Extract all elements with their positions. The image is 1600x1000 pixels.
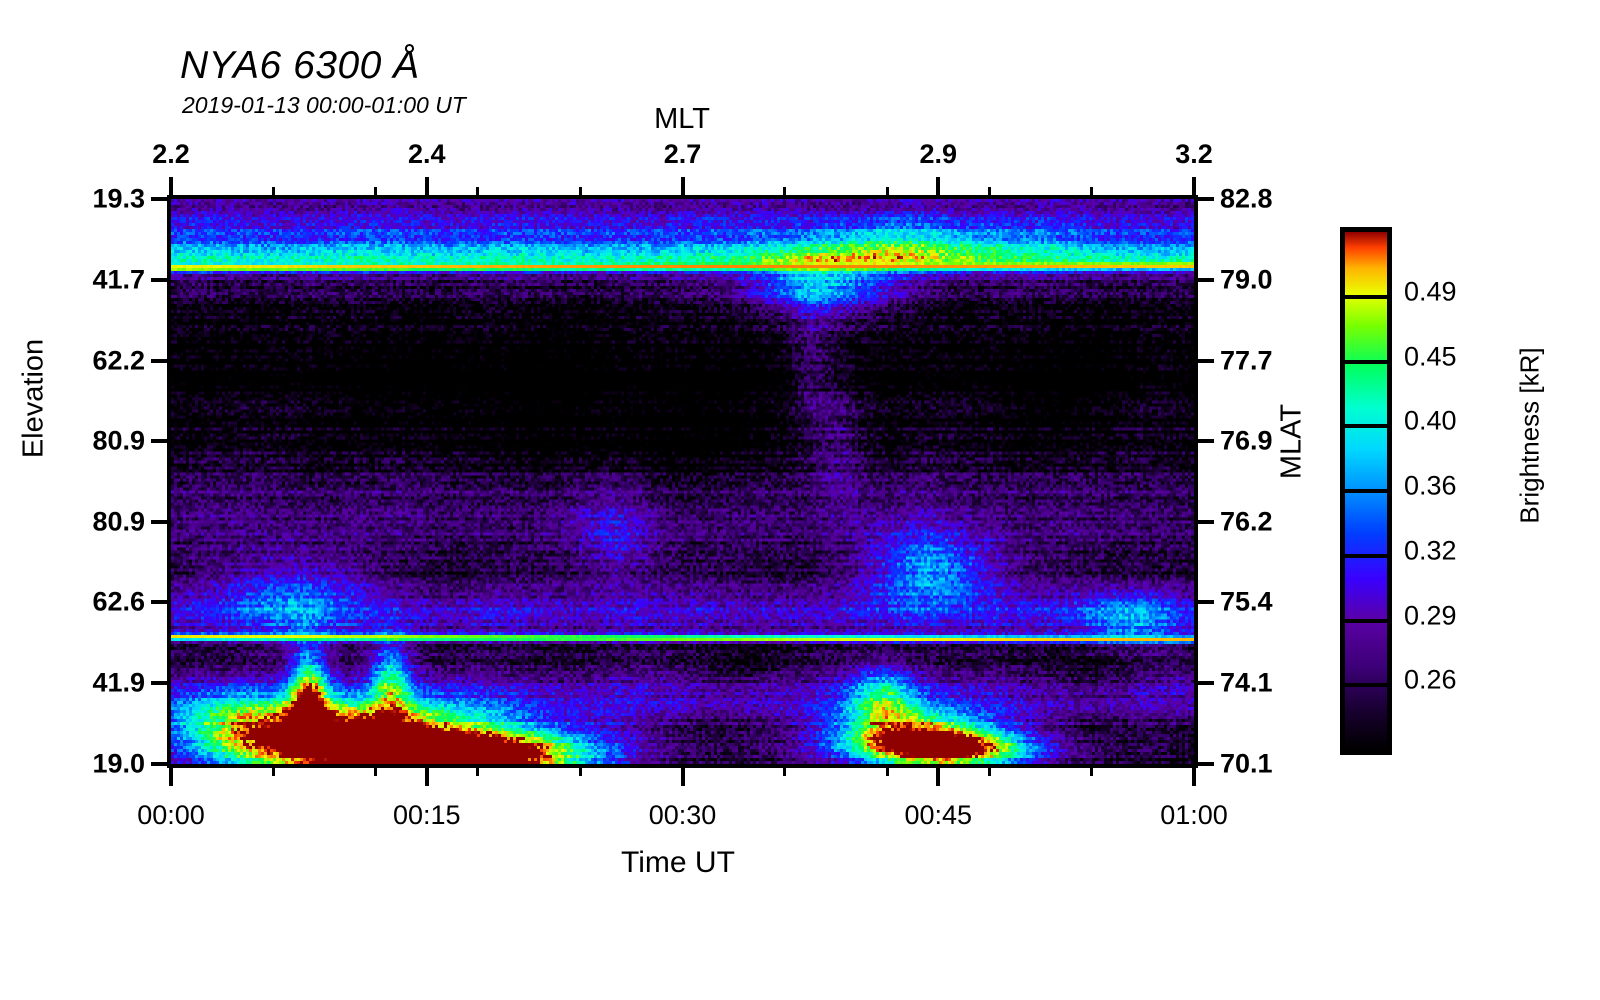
tickmark-mlt-minor xyxy=(1090,187,1094,199)
tick-label-mlat: 77.7 xyxy=(1220,345,1273,376)
tickmark-time-major xyxy=(936,764,941,786)
axis-title-time: Time UT xyxy=(0,846,1600,880)
axis-title-time-text: Time UT xyxy=(621,846,735,879)
tick-label-elevation: 62.2 xyxy=(92,345,145,376)
tick-label-brightness: 0.49 xyxy=(1404,276,1457,307)
tick-label-mlat: 79.0 xyxy=(1220,264,1273,295)
tickmark-mlat xyxy=(1194,197,1214,201)
tickmark-mlat xyxy=(1194,277,1214,282)
tick-label-mlat: 76.2 xyxy=(1220,506,1273,537)
tickmark-mlt-major xyxy=(424,177,429,199)
tickmark-mlt-major xyxy=(1192,177,1196,199)
tick-label-brightness: 0.26 xyxy=(1404,664,1457,695)
tickmark-mlt-minor xyxy=(374,187,378,199)
tick-label-brightness: 0.45 xyxy=(1404,341,1457,371)
tickmark-mlat xyxy=(1194,358,1214,363)
tick-label-elevation: 19.0 xyxy=(92,748,145,779)
tick-label-elevation: 41.7 xyxy=(92,264,145,295)
tickmark-time-minor xyxy=(987,764,991,776)
tick-label-mlat: 70.1 xyxy=(1220,748,1273,779)
tickmark-time-minor xyxy=(476,764,480,776)
colorbar-divider xyxy=(1345,359,1387,364)
page-title: NYA6 6300 Å xyxy=(180,44,420,87)
tickmark-elevation xyxy=(151,277,171,282)
tickmark-time-major xyxy=(169,764,173,786)
tickmark-elevation xyxy=(151,439,171,444)
colorbar-divider xyxy=(1345,424,1387,429)
tick-label-mlat: 82.8 xyxy=(1220,183,1273,214)
tickmark-mlat xyxy=(1194,600,1214,605)
tick-label-mlt: 2.4 xyxy=(407,139,446,169)
tickmark-time-major xyxy=(680,764,685,786)
tickmark-time-minor xyxy=(1090,764,1094,776)
tickmark-time-minor xyxy=(578,764,582,776)
tickmark-mlt-minor xyxy=(885,187,889,199)
tickmark-mlat xyxy=(1194,681,1214,686)
tickmark-mlt-minor xyxy=(783,187,787,199)
axis-title-brightness: Brightness [kR] xyxy=(1514,347,1545,524)
tickmark-time-major xyxy=(424,764,429,786)
tick-label-mlt: 2.7 xyxy=(663,139,702,169)
tick-label-elevation: 80.9 xyxy=(92,506,145,537)
tickmark-elevation xyxy=(151,519,171,524)
tickmark-elevation xyxy=(151,358,171,363)
tickmark-mlt-minor xyxy=(987,187,991,199)
tickmark-time-minor xyxy=(783,764,787,776)
tickmark-mlt-minor xyxy=(271,187,275,199)
tick-label-elevation: 19.3 xyxy=(92,183,145,214)
tickmark-mlat xyxy=(1194,439,1214,444)
tickmark-time-minor xyxy=(271,764,275,776)
tick-label-brightness: 0.36 xyxy=(1404,470,1457,501)
tickmark-mlat xyxy=(1194,762,1214,766)
tickmark-time-minor xyxy=(374,764,378,776)
keogram-image xyxy=(171,199,1194,764)
colorbar xyxy=(1340,227,1392,755)
tick-label-time: 00:15 xyxy=(392,800,461,830)
tick-label-time: 00:30 xyxy=(648,800,717,830)
tick-label-time: 01:00 xyxy=(1160,800,1228,830)
tick-label-brightness: 0.32 xyxy=(1404,535,1457,566)
keogram-plot-area xyxy=(167,195,1198,768)
tickmark-mlt-major xyxy=(169,177,173,199)
tick-label-time: 00:00 xyxy=(137,800,205,830)
tickmark-time-major xyxy=(1192,764,1196,786)
axis-title-mlt-text: MLT xyxy=(654,103,710,135)
tick-label-mlat: 74.1 xyxy=(1220,667,1273,698)
colorbar-divider xyxy=(1345,553,1387,558)
tick-label-mlat: 76.9 xyxy=(1220,425,1273,456)
tickmark-mlt-minor xyxy=(578,187,582,199)
colorbar-divider xyxy=(1345,618,1387,623)
tick-label-mlt: 2.9 xyxy=(919,139,958,169)
axis-title-elevation: Elevation xyxy=(17,338,50,459)
tickmark-mlat xyxy=(1194,519,1214,524)
tickmark-elevation xyxy=(151,762,171,766)
tickmark-elevation xyxy=(151,681,171,686)
tick-label-mlat: 75.4 xyxy=(1220,586,1273,617)
tick-label-mlt: 2.2 xyxy=(152,139,190,169)
tick-label-brightness: 0.29 xyxy=(1404,600,1457,630)
tickmark-time-minor xyxy=(885,764,889,776)
tick-label-elevation: 62.6 xyxy=(92,586,145,617)
tick-label-elevation: 80.9 xyxy=(92,425,145,456)
tick-label-elevation: 41.9 xyxy=(92,667,145,698)
tickmark-mlt-major xyxy=(680,177,685,199)
tickmark-elevation xyxy=(151,197,171,201)
page-subtitle: 2019-01-13 00:00-01:00 UT xyxy=(182,92,466,118)
tick-label-brightness: 0.40 xyxy=(1404,405,1457,436)
tick-label-mlt: 3.2 xyxy=(1175,139,1213,169)
tickmark-elevation xyxy=(151,600,171,605)
axis-title-mlat: MLAT xyxy=(1275,403,1308,480)
colorbar-divider xyxy=(1345,489,1387,493)
colorbar-divider xyxy=(1345,683,1387,688)
tickmark-mlt-minor xyxy=(476,187,480,199)
tickmark-mlt-major xyxy=(936,177,941,199)
colorbar-divider xyxy=(1345,294,1387,299)
tick-label-time: 00:45 xyxy=(904,800,973,830)
